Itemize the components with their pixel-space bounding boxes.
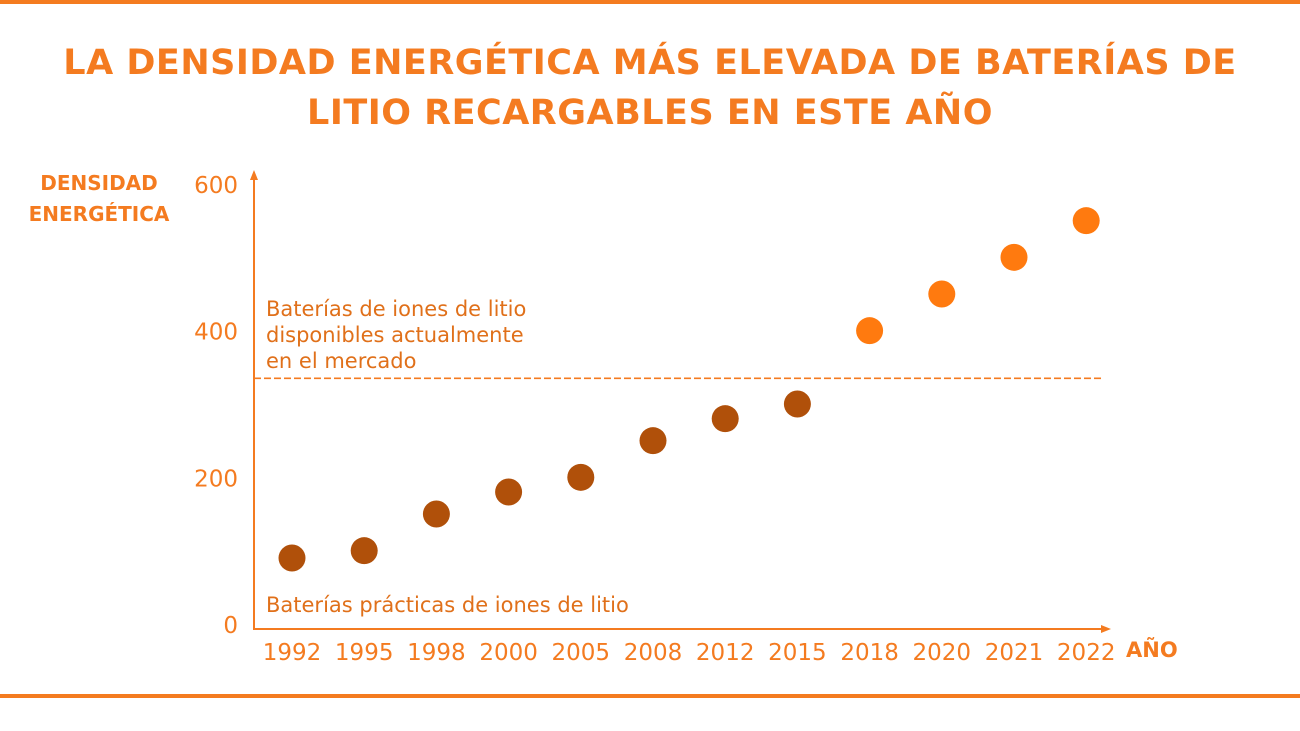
data-point xyxy=(567,463,595,491)
x-tick-label: 2012 xyxy=(696,640,755,666)
annotation-available-batteries: Baterías de iones de litio disponibles a… xyxy=(266,297,526,373)
x-tick-label: 2018 xyxy=(840,640,899,666)
data-point xyxy=(1072,207,1100,235)
chart-title-line-1: LA DENSIDAD ENERGÉTICA MÁS ELEVADA DE BA… xyxy=(63,43,1237,83)
data-point xyxy=(783,390,811,418)
x-tick-label: 2020 xyxy=(913,640,972,666)
annotation-practical-batteries: Baterías prácticas de iones de litio xyxy=(266,593,629,617)
y-tick-label: 400 xyxy=(194,320,238,346)
x-tick-label: 1995 xyxy=(335,640,394,666)
y-axis-label: DENSIDAD ENERGÉTICA xyxy=(10,168,188,230)
data-point xyxy=(928,280,956,308)
annotation-line: Baterías prácticas de iones de litio xyxy=(266,593,629,617)
y-axis-label-line-2: ENERGÉTICA xyxy=(28,202,170,226)
annotation-line: Baterías de iones de litio xyxy=(266,297,526,321)
chart-title: LA DENSIDAD ENERGÉTICA MÁS ELEVADA DE BA… xyxy=(0,38,1300,138)
y-tick-label: 200 xyxy=(194,466,238,492)
chart-title-line-2: LITIO RECARGABLES EN ESTE AÑO xyxy=(307,93,993,133)
x-tick-label: 2005 xyxy=(552,640,611,666)
data-point xyxy=(711,405,739,433)
y-tick-labels: 0 200 400 600 xyxy=(194,173,238,639)
top-rule xyxy=(0,0,1300,4)
x-tick-label: 1998 xyxy=(407,640,466,666)
x-tick-label: 2022 xyxy=(1057,640,1116,666)
annotation-line: disponibles actualmente xyxy=(266,323,524,347)
bottom-rule xyxy=(0,694,1300,698)
axes xyxy=(250,170,1111,633)
x-tick-label: 1992 xyxy=(263,640,322,666)
data-point xyxy=(1000,243,1028,271)
y-tick-label: 600 xyxy=(194,173,238,199)
data-point xyxy=(639,427,667,455)
y-axis-label-line-1: DENSIDAD xyxy=(40,171,158,195)
x-tick-labels: 1992 1995 1998 2000 2005 2008 2012 2015 2018 2020… xyxy=(263,640,1116,666)
data-point xyxy=(856,317,884,345)
data-point xyxy=(278,544,306,572)
annotation-line: en el mercado xyxy=(266,349,416,373)
x-axis-label: AÑO xyxy=(1126,638,1178,662)
data-point xyxy=(422,500,450,528)
data-point xyxy=(350,537,378,565)
x-tick-label: 2000 xyxy=(479,640,538,666)
data-points xyxy=(278,207,1100,572)
x-tick-label: 2008 xyxy=(624,640,683,666)
data-point xyxy=(495,478,523,506)
y-axis-arrow xyxy=(250,170,258,180)
x-tick-label: 2015 xyxy=(768,640,827,666)
x-axis-arrow xyxy=(1101,625,1111,633)
y-tick-label: 0 xyxy=(223,613,238,639)
x-tick-label: 2021 xyxy=(985,640,1044,666)
